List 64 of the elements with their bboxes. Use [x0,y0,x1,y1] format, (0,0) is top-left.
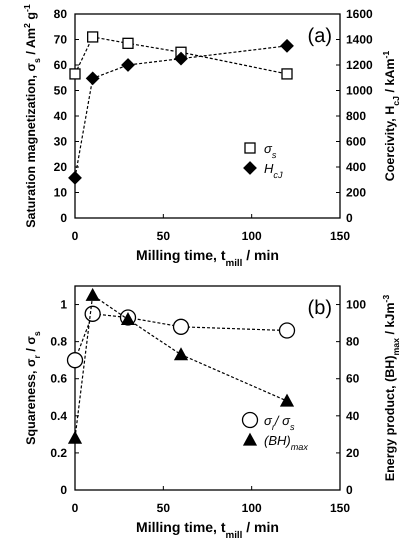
y-tick-label: 40 [54,109,68,123]
y2-tick-label: 20 [346,446,360,460]
y-tick-label: 0.4 [50,408,68,423]
y2-tick-label: 100 [346,298,366,312]
y2-tick-label: 400 [346,160,366,174]
y2-tick-label: 1200 [346,58,374,72]
x-tick-label: 100 [242,501,262,515]
x-tick-label: 50 [156,229,170,243]
y-tick-label: 0 [60,483,68,497]
point [69,68,81,80]
y2-tick-label: 200 [346,186,366,200]
x-tick-label: 100 [242,229,262,243]
x-tick-label: 0 [72,501,79,515]
point [121,58,135,72]
point [66,352,84,368]
legend-label: H$_{cJ}$ [264,161,283,180]
point [122,38,134,49]
point [280,394,294,407]
annotation: (b) [308,297,332,319]
point [84,306,101,322]
legend-label: σ$_{r}$/ σ$_{s}$ [264,413,295,432]
y-tick-label: 30 [54,134,68,148]
x-axis-title: Milling time, t$_{mill}$ / min [136,247,279,268]
y-tick-label: 60 [54,58,68,72]
y2-tick-label: 0 [346,483,353,497]
point [280,39,294,53]
y2-tick-label: 800 [346,109,366,123]
y-tick-label: 80 [54,7,68,21]
y2-tick-label: 600 [346,134,366,148]
point [68,171,82,184]
point [87,31,98,43]
y2-tick-label: 1600 [346,7,374,21]
y-tick-label: 0.2 [50,446,68,460]
point [174,348,188,360]
point [281,68,293,80]
y-tick-label: 50 [54,84,68,98]
point [172,318,190,335]
point [86,288,100,301]
x-axis-title: Milling time, t$_{mill}$ / min [136,519,279,540]
y2-tick-label: 80 [346,334,360,349]
legend-label: σ$_{s}$ [264,141,277,160]
y-tick-label: 70 [54,32,68,46]
y2-tick-label: 60 [346,372,360,386]
point [86,72,100,86]
y-tick-label: 0.8 [50,334,68,349]
y-tick-label: 10 [54,186,68,200]
annotation: (a) [308,25,332,47]
x-tick-label: 150 [330,229,350,243]
point [278,322,296,339]
y-tick-label: 20 [54,160,68,174]
y-tick-label: 1 [60,298,68,312]
y2-tick-label: 1000 [346,84,374,98]
x-tick-label: 50 [156,501,170,515]
y-tick-label: 0.6 [50,372,68,386]
point [68,431,82,444]
x-tick-label: 150 [330,501,350,515]
y-tick-label: 0 [60,211,68,225]
y2-tick-label: 1400 [346,32,374,46]
y2-tick-label: 0 [346,211,353,225]
y2-tick-label: 40 [346,408,360,423]
point [174,52,188,66]
x-tick-label: 0 [72,229,79,243]
legend-label: (BH)$_{max}$ [264,433,308,452]
point [121,312,135,326]
